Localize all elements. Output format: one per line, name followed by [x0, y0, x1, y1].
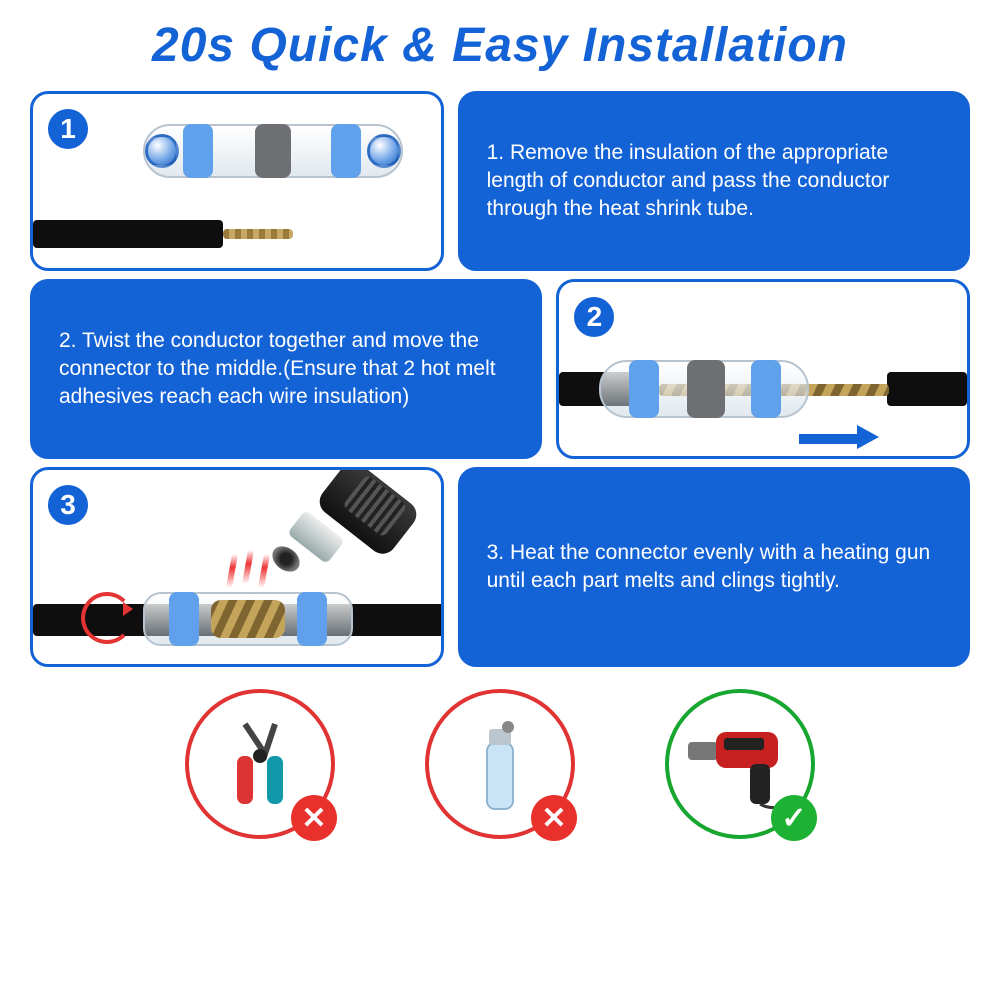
step-2-row: 2. Twist the conductor together and move…: [30, 279, 970, 459]
tube-band-3l: [169, 592, 199, 646]
tube-cap-left: [145, 134, 179, 168]
tools-footer: ✕ ✕ ✓: [0, 689, 1000, 839]
solder-ring-2: [687, 360, 725, 418]
step-1-text: 1. Remove the insulation of the appropri…: [487, 139, 941, 224]
step-1-text-panel: 1. Remove the insulation of the appropri…: [458, 91, 970, 271]
heat-wave-1: [226, 554, 238, 588]
solder-ring: [255, 124, 291, 178]
step-3-number: 3: [45, 482, 91, 528]
badge-yes: ✓: [771, 795, 817, 841]
tool-wire-stripper: ✕: [185, 689, 335, 839]
step-1-illustration: 1: [30, 91, 444, 271]
step-3-illustration: 3: [30, 467, 444, 667]
badge-no-1: ✕: [291, 795, 337, 841]
step-2-text: 2. Twist the conductor together and move…: [59, 327, 513, 412]
tool-lighter: ✕: [425, 689, 575, 839]
step-2-illustration: 2: [556, 279, 970, 459]
tube-band-2l: [629, 360, 659, 418]
wire-stripper-icon: [215, 714, 305, 814]
tube-band-right: [331, 124, 361, 178]
rotate-icon: [81, 592, 133, 644]
step-1-row: 1 1. Remove the insulation of the approp…: [30, 91, 970, 271]
lighter-icon: [475, 709, 525, 819]
tool-heat-gun: ✓: [665, 689, 815, 839]
wire-right: [887, 372, 967, 406]
badge-no-2: ✕: [531, 795, 577, 841]
core-visible: [211, 600, 285, 638]
arrow-shaft: [799, 434, 859, 444]
step-2-text-panel: 2. Twist the conductor together and move…: [30, 279, 542, 459]
step-3-row: 3 3. Heat the connector evenly with a he…: [30, 467, 970, 667]
step-3-text: 3. Heat the connector evenly with a heat…: [487, 539, 941, 596]
step-3-text-panel: 3. Heat the connector evenly with a heat…: [458, 467, 970, 667]
wire-core: [223, 229, 293, 239]
arrow-head: [857, 425, 879, 449]
tube-band-2r: [751, 360, 781, 418]
tube-band-left: [183, 124, 213, 178]
step-2-number: 2: [571, 294, 617, 340]
tube-band-3r: [297, 592, 327, 646]
step-1-number: 1: [45, 106, 91, 152]
heat-gun-icon: [253, 467, 403, 590]
wire-insulation: [33, 220, 223, 248]
page-title: 20s Quick & Easy Installation: [0, 0, 1000, 83]
tube-cap-right: [367, 134, 401, 168]
